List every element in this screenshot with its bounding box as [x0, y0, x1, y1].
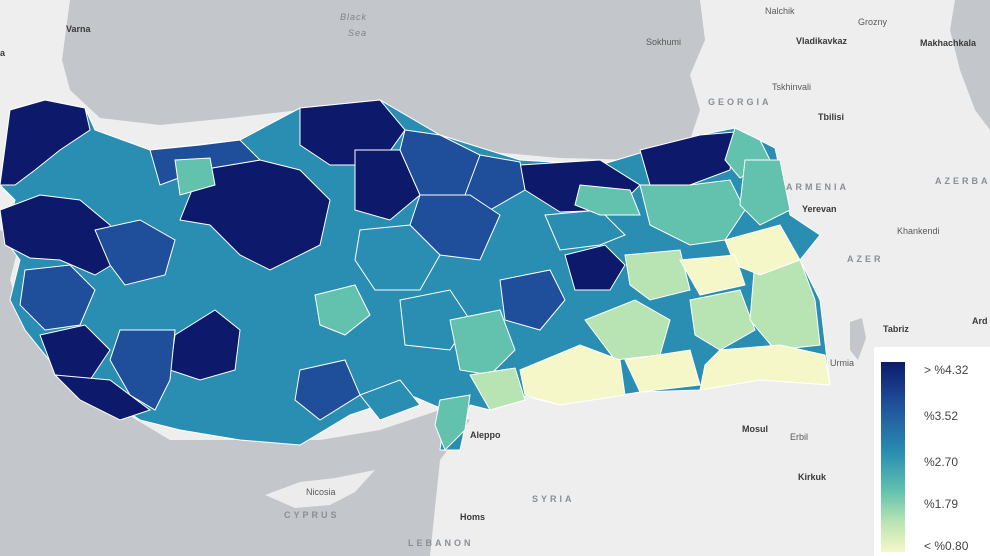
- province-aydin: [39, 324, 111, 381]
- province-bitlis: [689, 289, 756, 351]
- province-hakkari: [699, 344, 831, 391]
- province-bingol: [624, 249, 691, 301]
- provinces-lightest: [519, 224, 831, 406]
- caspian-sea: [950, 0, 990, 130]
- country-label-armenia: ARMENIA: [786, 182, 849, 192]
- lake-urmia: [850, 318, 866, 360]
- legend-tick-min: < %0.80: [924, 539, 969, 553]
- country-label-cyprus: CYPRUS: [284, 510, 340, 520]
- country-label-azer: AZER: [847, 254, 884, 264]
- province-sanliurfa: [519, 344, 626, 406]
- province-kilis: [469, 367, 526, 411]
- province-mus: [679, 254, 746, 296]
- legend-color-bar: [881, 362, 905, 552]
- province-ordu: [464, 154, 526, 211]
- province-aksaray: [314, 284, 371, 336]
- province-marmara-south: [0, 194, 121, 276]
- province-thrace: [0, 99, 91, 186]
- city-label-erbil: Erbil: [790, 432, 809, 442]
- legend-tick-4: %1.79: [924, 497, 959, 511]
- country-label-syria: SYRIA: [532, 494, 575, 504]
- province-sakarya: [174, 157, 216, 196]
- city-label-ardabil: Ard: [972, 316, 988, 326]
- city-label-khankendi: Khankendi: [897, 226, 940, 236]
- sea-label-black: Black: [340, 12, 368, 22]
- province-adana: [359, 379, 421, 421]
- cyprus-island: [265, 470, 375, 508]
- province-gaziantep: [449, 309, 516, 376]
- province-hatay: [434, 394, 471, 451]
- province-erzurum: [639, 179, 746, 246]
- color-legend: > %4.32 %3.52 %2.70 %1.79 < %0.80: [874, 347, 990, 556]
- city-label-tskhinvali: Tskhinvali: [772, 82, 812, 92]
- city-label-mosul: Mosul: [742, 424, 768, 434]
- country-label-azerbaijan: AZERBA: [935, 176, 990, 186]
- city-label-sukhumi: Sokhumi: [646, 37, 682, 47]
- provinces-light: [469, 249, 821, 411]
- province-kayseri: [354, 224, 441, 291]
- province-mardin: [624, 349, 701, 393]
- province-adiyaman: [584, 299, 671, 361]
- provinces-darkest: [0, 99, 736, 421]
- legend-tick-2: %3.52: [924, 409, 959, 423]
- province-ankara-north: [179, 159, 331, 271]
- province-antalya: [109, 329, 176, 411]
- legend-tick-3: %2.70: [924, 455, 959, 469]
- country-label-georgia: GEORGIA: [708, 97, 772, 107]
- city-label-yerevan: Yerevan: [802, 204, 837, 214]
- city-label-varna: Varna: [66, 24, 91, 34]
- city-label-homs: Homs: [460, 512, 486, 522]
- city-label-urmia: Urmia: [830, 358, 854, 368]
- city-label-vladikavkaz: Vladikavkaz: [796, 36, 848, 46]
- province-kutahya: [94, 219, 176, 286]
- city-label-tabriz: Tabriz: [883, 324, 909, 334]
- province-bayburt: [574, 184, 641, 216]
- province-mugla: [53, 374, 152, 421]
- city-label-tbilisi: Tbilisi: [818, 112, 845, 122]
- city-label-makhachkala: Makhachkala: [920, 38, 977, 48]
- country-label-lebanon: LEBANON: [408, 538, 474, 548]
- city-label-nicosia: Nicosia: [306, 487, 336, 497]
- city-label-nalchik: Nalchik: [765, 6, 795, 16]
- province-elazig: [499, 269, 566, 331]
- province-manisa: [19, 264, 96, 331]
- legend-tick-max: > %4.32: [924, 363, 969, 377]
- province-malatya: [564, 244, 626, 291]
- city-label-grozny: Grozny: [858, 17, 888, 27]
- province-kars: [739, 159, 791, 226]
- province-nigde: [294, 359, 361, 421]
- provinces-mid: [354, 209, 626, 421]
- sea-label-sea: Sea: [348, 28, 368, 38]
- province-corum: [354, 149, 421, 221]
- black-sea: [62, 0, 705, 160]
- provinces-teal: [174, 127, 791, 451]
- city-label-aleppo: Aleppo: [470, 430, 501, 440]
- city-label-edge: a: [0, 48, 6, 58]
- city-label-kirkuk: Kirkuk: [798, 472, 827, 482]
